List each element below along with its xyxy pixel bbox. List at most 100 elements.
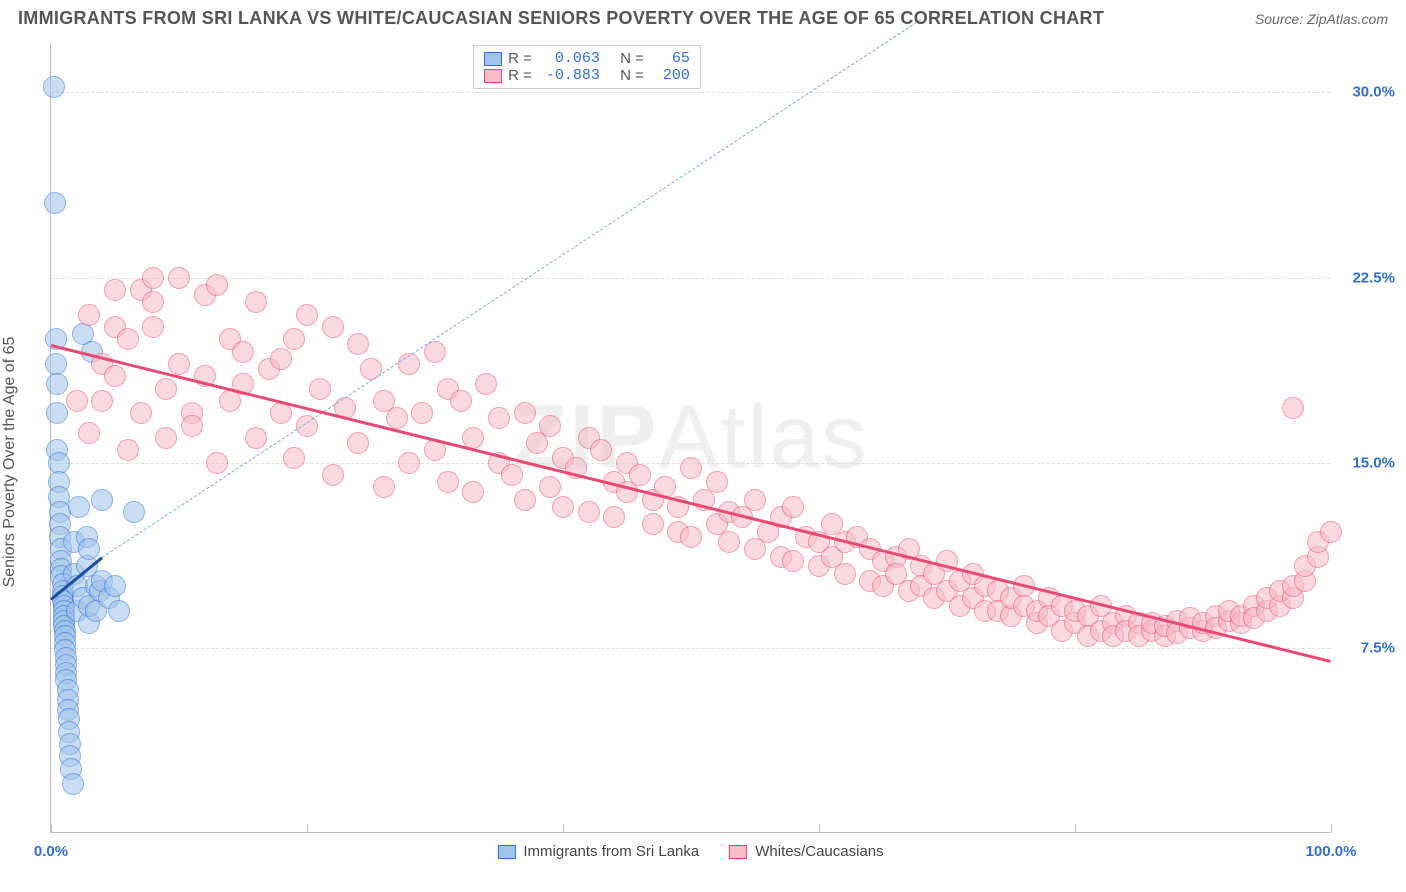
gridline-h — [51, 648, 1330, 649]
x-tick — [307, 825, 308, 833]
r-value: -0.883 — [538, 67, 600, 84]
data-point-white — [155, 378, 177, 400]
data-point-white — [142, 267, 164, 289]
source-label: Source: ZipAtlas.com — [1255, 11, 1388, 27]
data-point-white — [91, 390, 113, 412]
data-point-white — [501, 464, 523, 486]
data-point-white — [386, 407, 408, 429]
trend-line — [51, 344, 1332, 663]
data-point-sri_lanka — [43, 76, 65, 98]
data-point-white — [66, 390, 88, 412]
data-point-sri_lanka — [62, 773, 84, 795]
r-label: R = — [508, 67, 532, 84]
legend-swatch — [484, 52, 502, 66]
gridline-h — [51, 92, 1330, 93]
data-point-sri_lanka — [104, 575, 126, 597]
data-point-sri_lanka — [68, 496, 90, 518]
data-point-white — [680, 457, 702, 479]
x-tick — [563, 825, 564, 833]
chart-title: IMMIGRANTS FROM SRI LANKA VS WHITE/CAUCA… — [18, 8, 1104, 29]
data-point-sri_lanka — [123, 501, 145, 523]
data-point-white — [450, 390, 472, 412]
r-value: 0.063 — [538, 50, 600, 67]
data-point-white — [718, 531, 740, 553]
x-tick — [1331, 825, 1332, 833]
n-value: 200 — [650, 67, 690, 84]
n-label: N = — [620, 67, 644, 84]
data-point-white — [322, 316, 344, 338]
data-point-white — [782, 550, 804, 572]
x-tick — [1075, 825, 1076, 833]
source-name: ZipAtlas.com — [1307, 11, 1388, 27]
legend-row-sri_lanka: R = 0.063 N = 65 — [484, 50, 690, 67]
data-point-white — [130, 402, 152, 424]
n-value: 65 — [650, 50, 690, 67]
data-point-white — [283, 328, 305, 350]
data-point-white — [270, 348, 292, 370]
y-tick-label: 15.0% — [1335, 454, 1395, 471]
legend-item-sri_lanka: Immigrants from Sri Lanka — [497, 843, 699, 860]
correlation-legend: R = 0.063 N = 65 R = -0.883 N = 200 — [473, 45, 701, 89]
data-point-white — [706, 471, 728, 493]
data-point-sri_lanka — [91, 489, 113, 511]
data-point-white — [168, 353, 190, 375]
data-point-white — [514, 489, 536, 511]
data-point-white — [1320, 521, 1342, 543]
data-point-white — [437, 471, 459, 493]
n-label: N = — [620, 50, 644, 67]
legend-item-white: Whites/Caucasians — [729, 843, 883, 860]
plot-area: ZIPAtlas Immigrants from Sri LankaWhites… — [50, 43, 1330, 833]
data-point-white — [539, 476, 561, 498]
data-point-sri_lanka — [78, 538, 100, 560]
data-point-white — [462, 481, 484, 503]
chart-container: Seniors Poverty Over the Age of 65 ZIPAt… — [0, 33, 1406, 891]
data-point-white — [347, 432, 369, 454]
x-tick — [51, 825, 52, 833]
r-label: R = — [508, 50, 532, 67]
data-point-sri_lanka — [48, 452, 70, 474]
data-point-white — [782, 496, 804, 518]
data-point-white — [245, 427, 267, 449]
data-point-white — [590, 439, 612, 461]
data-point-white — [347, 333, 369, 355]
data-point-white — [142, 291, 164, 313]
data-point-white — [206, 452, 228, 474]
data-point-sri_lanka — [46, 373, 68, 395]
data-point-white — [206, 274, 228, 296]
data-point-white — [245, 291, 267, 313]
x-tick-label: 0.0% — [34, 843, 68, 860]
data-point-white — [373, 476, 395, 498]
data-point-white — [680, 526, 702, 548]
data-point-white — [232, 341, 254, 363]
legend-swatch — [729, 845, 747, 859]
data-point-white — [1282, 397, 1304, 419]
data-point-white — [360, 358, 382, 380]
x-tick — [819, 825, 820, 833]
x-tick-label: 100.0% — [1306, 843, 1357, 860]
gridline-h — [51, 278, 1330, 279]
data-point-white — [411, 402, 433, 424]
y-tick-label: 7.5% — [1335, 639, 1395, 656]
data-point-white — [488, 407, 510, 429]
data-point-white — [642, 513, 664, 535]
data-point-white — [552, 496, 574, 518]
data-point-white — [578, 501, 600, 523]
source-prefix: Source: — [1255, 11, 1307, 27]
chart-header: IMMIGRANTS FROM SRI LANKA VS WHITE/CAUCA… — [0, 0, 1406, 33]
data-point-white — [398, 353, 420, 375]
data-point-white — [104, 279, 126, 301]
data-point-white — [78, 304, 100, 326]
legend-swatch — [497, 845, 515, 859]
legend-row-white: R = -0.883 N = 200 — [484, 67, 690, 84]
data-point-white — [398, 452, 420, 474]
data-point-white — [78, 422, 100, 444]
data-point-white — [744, 489, 766, 511]
data-point-sri_lanka — [108, 600, 130, 622]
legend-bottom: Immigrants from Sri Lanka Whites/Caucasia… — [497, 843, 883, 860]
data-point-white — [117, 439, 139, 461]
legend-label: Whites/Caucasians — [755, 843, 883, 860]
data-point-white — [322, 464, 344, 486]
legend-label: Immigrants from Sri Lanka — [523, 843, 699, 860]
data-point-white — [475, 373, 497, 395]
data-point-white — [514, 402, 536, 424]
